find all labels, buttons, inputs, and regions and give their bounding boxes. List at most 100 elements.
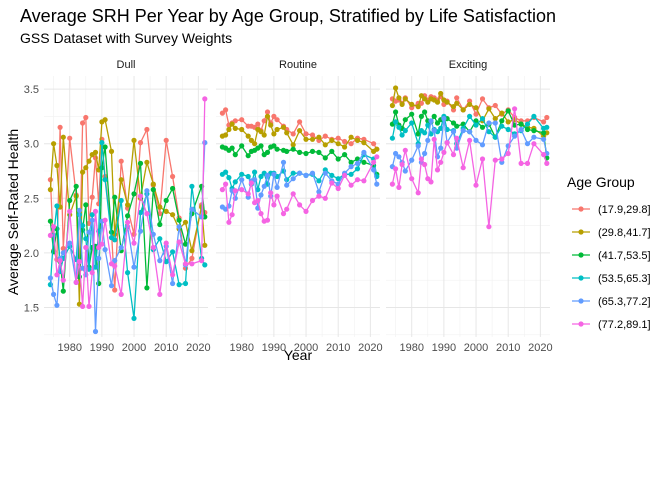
data-point xyxy=(399,132,405,138)
data-point xyxy=(96,255,102,261)
data-point xyxy=(402,168,408,174)
data-point xyxy=(544,114,550,121)
data-point xyxy=(431,136,437,142)
x-tick-label: 2000 xyxy=(294,342,318,354)
data-point xyxy=(329,137,335,143)
data-point xyxy=(274,184,280,190)
data-point xyxy=(118,244,124,251)
data-point xyxy=(460,128,466,134)
data-point xyxy=(239,143,245,149)
data-point xyxy=(51,141,57,147)
data-point xyxy=(284,206,290,212)
data-point xyxy=(83,202,89,208)
data-point xyxy=(108,148,115,154)
x-tick-label: 2020 xyxy=(358,342,382,354)
data-point xyxy=(297,149,303,155)
data-point xyxy=(86,220,92,226)
data-point xyxy=(438,90,444,97)
data-point xyxy=(431,128,437,134)
data-point xyxy=(245,153,251,159)
data-point xyxy=(268,190,274,196)
data-point xyxy=(518,121,524,127)
data-point xyxy=(199,258,205,264)
data-point xyxy=(374,181,380,187)
data-point xyxy=(226,175,232,181)
data-point xyxy=(170,185,176,192)
data-point xyxy=(219,187,225,193)
data-point xyxy=(438,159,444,165)
data-point xyxy=(118,158,124,164)
data-point xyxy=(499,123,505,129)
data-point xyxy=(297,170,303,176)
data-point xyxy=(531,134,537,140)
data-point xyxy=(450,120,457,126)
data-point xyxy=(150,231,156,237)
data-point xyxy=(454,100,460,106)
data-point xyxy=(444,140,450,146)
data-point xyxy=(118,197,124,204)
data-point xyxy=(486,224,492,230)
data-point xyxy=(422,96,428,102)
data-point xyxy=(544,160,550,166)
data-point xyxy=(47,275,54,281)
data-point xyxy=(505,126,511,133)
data-point xyxy=(499,118,505,124)
data-point xyxy=(290,131,296,137)
data-point xyxy=(92,328,99,335)
data-point xyxy=(258,143,264,149)
data-point xyxy=(280,159,287,165)
data-point xyxy=(271,143,277,149)
data-point xyxy=(409,120,415,126)
data-point xyxy=(268,122,274,128)
data-point xyxy=(518,160,524,166)
data-point xyxy=(252,169,258,175)
data-point xyxy=(499,110,505,116)
data-point xyxy=(112,287,118,293)
data-point xyxy=(157,204,163,210)
data-point xyxy=(232,125,238,131)
data-point xyxy=(454,95,460,101)
legend-item: (65.3,77.2] xyxy=(572,296,651,308)
data-point xyxy=(402,117,408,123)
y-tick-label: 1.5 xyxy=(24,303,39,315)
data-point xyxy=(176,282,182,288)
data-point xyxy=(492,116,498,122)
data-point xyxy=(434,99,441,105)
data-point xyxy=(415,131,421,137)
data-point xyxy=(99,140,105,146)
data-point xyxy=(402,128,408,134)
facet-panel-routine: Routine 1980 1990 2000 2010 2020 xyxy=(216,59,383,354)
data-point xyxy=(354,177,361,183)
legend-item: (77.2,89.1] xyxy=(572,319,651,331)
data-point xyxy=(428,118,434,124)
data-point xyxy=(393,109,399,115)
data-point xyxy=(329,180,335,186)
data-point xyxy=(473,118,479,124)
data-point xyxy=(303,150,309,157)
data-point xyxy=(170,173,176,180)
data-point xyxy=(182,241,189,247)
data-point xyxy=(112,237,118,243)
data-point xyxy=(486,106,492,112)
data-point xyxy=(389,135,395,141)
data-point xyxy=(434,120,441,126)
data-point xyxy=(125,213,131,219)
data-point xyxy=(131,315,137,321)
data-point xyxy=(157,236,163,242)
data-point xyxy=(505,119,511,125)
data-point xyxy=(264,172,271,178)
data-point xyxy=(99,241,105,247)
data-point xyxy=(354,166,361,172)
data-point xyxy=(541,136,547,142)
data-point xyxy=(248,137,254,143)
data-point xyxy=(67,197,73,204)
data-point xyxy=(425,99,431,105)
data-point xyxy=(505,150,511,157)
legend-item: (17.9,29.8] xyxy=(572,204,651,216)
data-point xyxy=(47,218,54,224)
data-point xyxy=(492,157,498,163)
data-point xyxy=(422,150,428,157)
data-point xyxy=(67,240,73,246)
data-point xyxy=(86,229,92,235)
data-point xyxy=(57,124,63,130)
